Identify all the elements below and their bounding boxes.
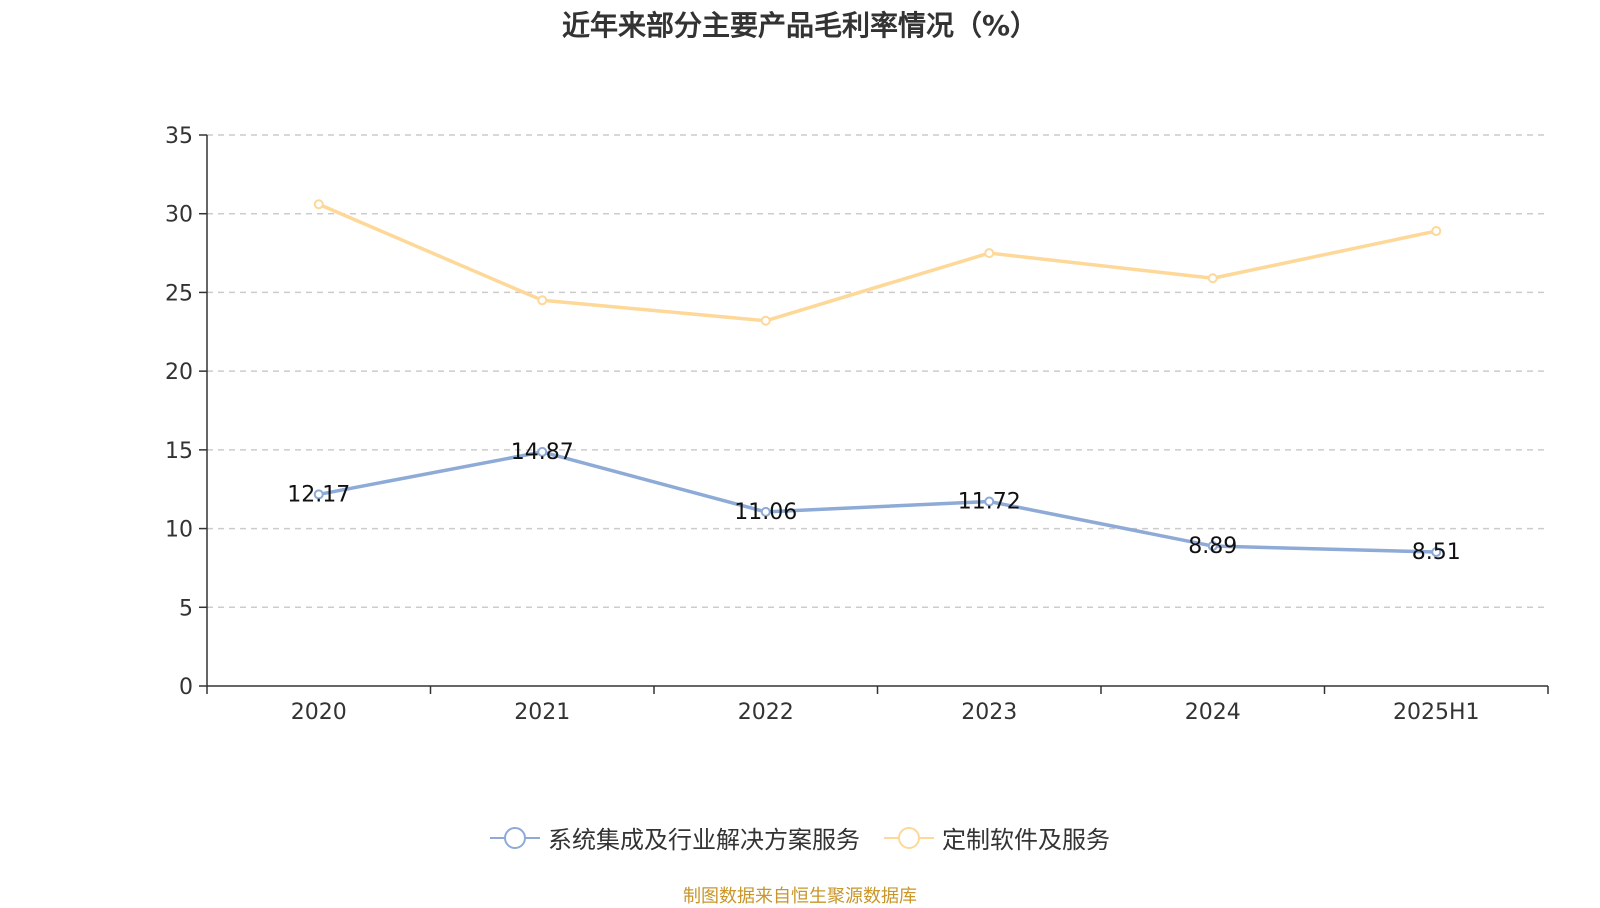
legend-line-circle-icon xyxy=(884,826,934,849)
legend: 系统集成及行业解决方案服务 定制软件及服务 xyxy=(0,820,1600,855)
data-labels: 12.17 14.87 11.06 11.72 8.89 8.51 xyxy=(287,440,1460,565)
series-1-point xyxy=(760,506,771,517)
series-1-point xyxy=(313,489,324,500)
series-2-point xyxy=(1431,226,1442,237)
y-tick-label: 5 xyxy=(179,596,193,621)
data-label: 8.51 xyxy=(1412,540,1461,565)
y-tick-label: 30 xyxy=(165,203,193,228)
grid-lines xyxy=(207,134,1548,609)
x-tick-label: 2022 xyxy=(738,700,794,725)
series-line-2 xyxy=(318,202,1437,323)
x-tick-label: 2021 xyxy=(514,700,570,725)
data-label: 11.06 xyxy=(734,500,797,525)
data-label: 14.87 xyxy=(511,440,574,465)
y-tick-label: 15 xyxy=(165,439,193,464)
series-2-point xyxy=(313,199,324,210)
data-label: 8.89 xyxy=(1188,534,1237,559)
y-tick-label: 25 xyxy=(165,281,193,306)
series-1-point xyxy=(537,446,548,457)
y-tick-label: 35 xyxy=(165,124,193,149)
x-tick-label: 2023 xyxy=(961,700,1017,725)
legend-item-series-1[interactable]: 系统集成及行业解决方案服务 xyxy=(490,820,860,855)
series xyxy=(313,199,1442,558)
x-tick-label: 2024 xyxy=(1185,700,1241,725)
series-1-point xyxy=(984,496,995,507)
data-label: 12.17 xyxy=(287,482,350,507)
y-tick-label: 0 xyxy=(179,675,193,700)
series-2-point xyxy=(984,248,995,259)
series-2-point xyxy=(537,295,548,306)
y-tick-label: 10 xyxy=(165,518,193,543)
chart-title: 近年来部分主要产品毛利率情况（%） xyxy=(561,9,1039,42)
source-note: 制图数据来自恒生聚源数据库 xyxy=(683,886,917,907)
series-2-point xyxy=(760,315,771,326)
line-chart: 0 5 10 15 20 25 30 35 2020 2021 2022 2023 2024 2025H1… xyxy=(165,124,1549,725)
legend-label: 定制软件及服务 xyxy=(942,826,1110,854)
x-tick-label: 2020 xyxy=(291,700,347,725)
series-line-1 xyxy=(318,450,1437,554)
axes: 0 5 10 15 20 25 30 35 2020 2021 2022 2023 2024 2025H1 xyxy=(165,124,1549,725)
series-1-point xyxy=(1207,541,1218,552)
legend-item-series-2[interactable]: 定制软件及服务 xyxy=(884,820,1110,855)
legend-line-circle-icon xyxy=(490,826,540,849)
x-tick-label: 2025H1 xyxy=(1393,700,1480,725)
series-1-point xyxy=(1431,547,1442,558)
series-2-point xyxy=(1207,273,1218,284)
y-tick-label: 20 xyxy=(165,360,193,385)
data-label: 11.72 xyxy=(958,489,1021,514)
legend-label: 系统集成及行业解决方案服务 xyxy=(548,826,860,854)
